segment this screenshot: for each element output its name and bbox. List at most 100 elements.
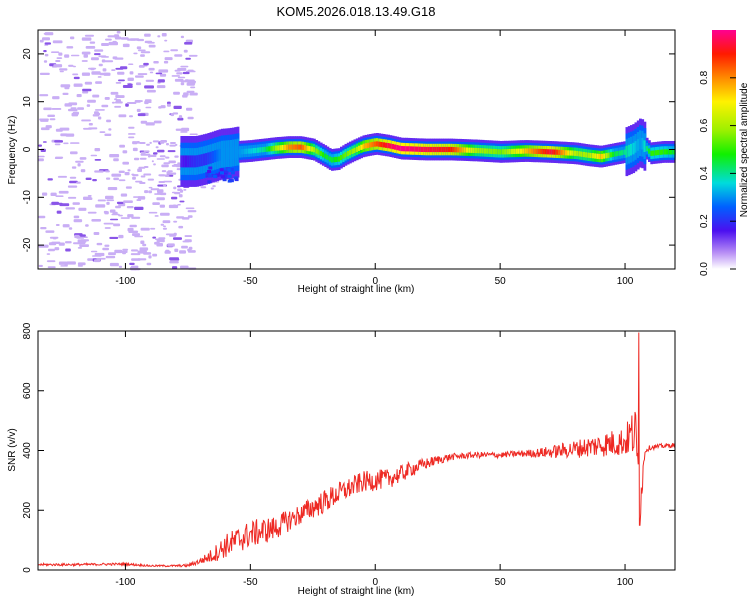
spectrogram-noise-speckle: [73, 219, 83, 223]
spectrogram-ridge-cell: [209, 151, 213, 164]
spectrogram-noise-speckle: [85, 46, 96, 49]
spectrogram-noise-speckle: [139, 247, 149, 251]
snr-x-label: Height of straight line (km): [298, 586, 415, 597]
spectrogram-ridge-cell: [200, 154, 204, 167]
spectrogram-noise-speckle: [200, 186, 207, 189]
spectrogram-ridge-cell: [184, 155, 188, 168]
spectrogram-ridge-cell: [214, 150, 217, 163]
spectrogram-ridge-cell: [668, 149, 672, 155]
spectrogram-noise-speckle: [118, 79, 125, 82]
spectrogram-ridge-cell: [333, 157, 337, 163]
spectrogram-noise-speckle: [82, 90, 89, 94]
spectrogram-noise-speckle: [95, 112, 101, 116]
spectrogram-noise-speckle: [139, 157, 147, 160]
spectrogram-noise-speckle: [136, 46, 142, 50]
spectrogram-noise-speckle: [177, 185, 181, 188]
spectrogram-ridge-cell: [481, 148, 485, 154]
spectrogram-ridge-cell: [223, 148, 226, 160]
spectrogram-noise-speckle: [143, 252, 152, 255]
spectrogram-noise-speckle: [88, 197, 93, 200]
spectrogram-noise-speckle: [156, 239, 165, 243]
spectrogram-ridge-cell: [504, 149, 507, 155]
spectrogram-noise-speckle: [94, 49, 104, 52]
spectrogram-noise-speckle: [127, 214, 134, 218]
spectrogram-noise-speckle: [88, 123, 93, 126]
spectrogram-ridge-cell: [193, 155, 197, 168]
snr-x-ticks: -100 -50 0 50 100: [115, 331, 634, 588]
spectrogram-ridge-cell: [205, 153, 208, 166]
spectrogram-noise-speckle: [43, 32, 48, 35]
spectrogram-ridge-cell: [463, 147, 467, 153]
spectrogram-noise-speckle: [130, 253, 141, 256]
spectrogram-noise-speckle: [174, 78, 184, 82]
spectrogram-ridge-cell: [222, 178, 227, 182]
spectrogram-noise-speckle: [187, 210, 197, 213]
spectrogram-noise-speckle: [189, 133, 198, 135]
spectrogram-noise-speckle: [162, 227, 167, 230]
spectrogram-noise-speckle: [60, 133, 68, 137]
spectrogram-noise-speckle: [140, 227, 150, 231]
spectrogram-ridge-cell: [582, 151, 586, 158]
spectrogram-noise-speckle: [45, 230, 55, 233]
spectrogram-ridge-cell: [394, 144, 397, 150]
spectrogram-ridge-cell: [524, 148, 528, 154]
spectrogram-noise-speckle: [169, 235, 177, 237]
spectrogram-ridge-cell: [315, 148, 319, 154]
spectrogram-noise-speckle: [145, 122, 155, 126]
spectrogram-noise-speckle: [77, 247, 83, 249]
colorbar: 0.0 0.2 0.4 0.6 0.8 Normalized spectral ampl…: [699, 30, 750, 276]
spectrogram-ridge-cell: [666, 149, 669, 155]
spectrogram-noise-speckle: [106, 201, 110, 205]
spectrogram-ridge-cell: [218, 148, 222, 161]
spectrogram-noise-speckle: [85, 224, 89, 227]
spectrogram-ridge-cell: [477, 148, 480, 154]
spectrogram-ridge-cell: [546, 149, 550, 155]
spectrogram-noise-speckle: [54, 247, 60, 251]
spectrogram-noise-speckle: [126, 206, 134, 209]
spectrogram-ridge-cell: [533, 148, 537, 154]
spectrogram-ridge-cell: [400, 146, 404, 152]
spectrogram-noise-speckle: [59, 70, 64, 73]
spectrogram-noise-speckle: [82, 88, 92, 92]
spectrogram-ridge-cell: [241, 149, 244, 155]
spectrogram-noise-speckle: [159, 141, 165, 144]
colorbar-ticks: 0.0 0.2 0.4 0.6 0.8: [699, 70, 736, 276]
spectrogram-ridge-cell: [456, 147, 460, 153]
spectrogram-noise-speckle: [101, 59, 106, 63]
spectrogram-ridge-cell: [551, 149, 555, 155]
spectrogram-ridge-cell: [594, 153, 597, 159]
spectrogram-ridge-cell: [522, 148, 525, 154]
spectrogram-noise-speckle: [187, 248, 191, 252]
spectrogram-noise-speckle: [189, 92, 198, 96]
spectrogram-noise-speckle: [154, 215, 159, 217]
spectrogram-ridge-cell: [238, 149, 242, 155]
spectrogram-noise-speckle: [146, 89, 156, 93]
spectrogram-ridge-cell: [367, 142, 370, 148]
spectrogram-noise-speckle: [163, 50, 170, 53]
spectrogram-noise-speckle: [56, 210, 62, 214]
spectrogram-ridge-cell: [632, 142, 636, 155]
spectrogram-noise-speckle: [174, 155, 179, 158]
spectrogram-noise-speckle: [109, 209, 116, 213]
spectrogram-ridge-cell: [526, 148, 530, 154]
figure-title: KOM5.2026.018.13.49.G18: [276, 4, 435, 19]
spectrogram-ridge-cell: [472, 147, 476, 153]
spectrogram-noise-speckle: [129, 224, 137, 228]
spectrogram-ridge-cell: [308, 146, 312, 152]
spectrogram-noise-speckle: [44, 42, 51, 45]
spectrogram-ridge-cell: [292, 144, 296, 150]
spectrogram-ridge-cell: [277, 145, 280, 151]
spectrogram-noise-speckle: [171, 75, 180, 77]
spectrogram-noise-speckle: [71, 166, 77, 169]
spectrogram-noise-speckle: [147, 41, 155, 44]
spectrogram-x-tick-label: 100: [617, 276, 634, 287]
spectrogram-ridge-cell: [580, 151, 584, 157]
spectrogram-noise-speckle: [163, 184, 167, 187]
spectrogram-noise-speckle: [210, 187, 214, 190]
spectrogram-noise-speckle: [143, 62, 149, 66]
spectrogram-noise-speckle: [183, 92, 189, 96]
spectrogram-ridge-cell: [252, 148, 256, 154]
spectrogram-ridge-cell: [560, 149, 564, 156]
spectrogram-ridge-cell: [434, 146, 438, 153]
spectrogram-noise-speckle: [161, 164, 169, 168]
